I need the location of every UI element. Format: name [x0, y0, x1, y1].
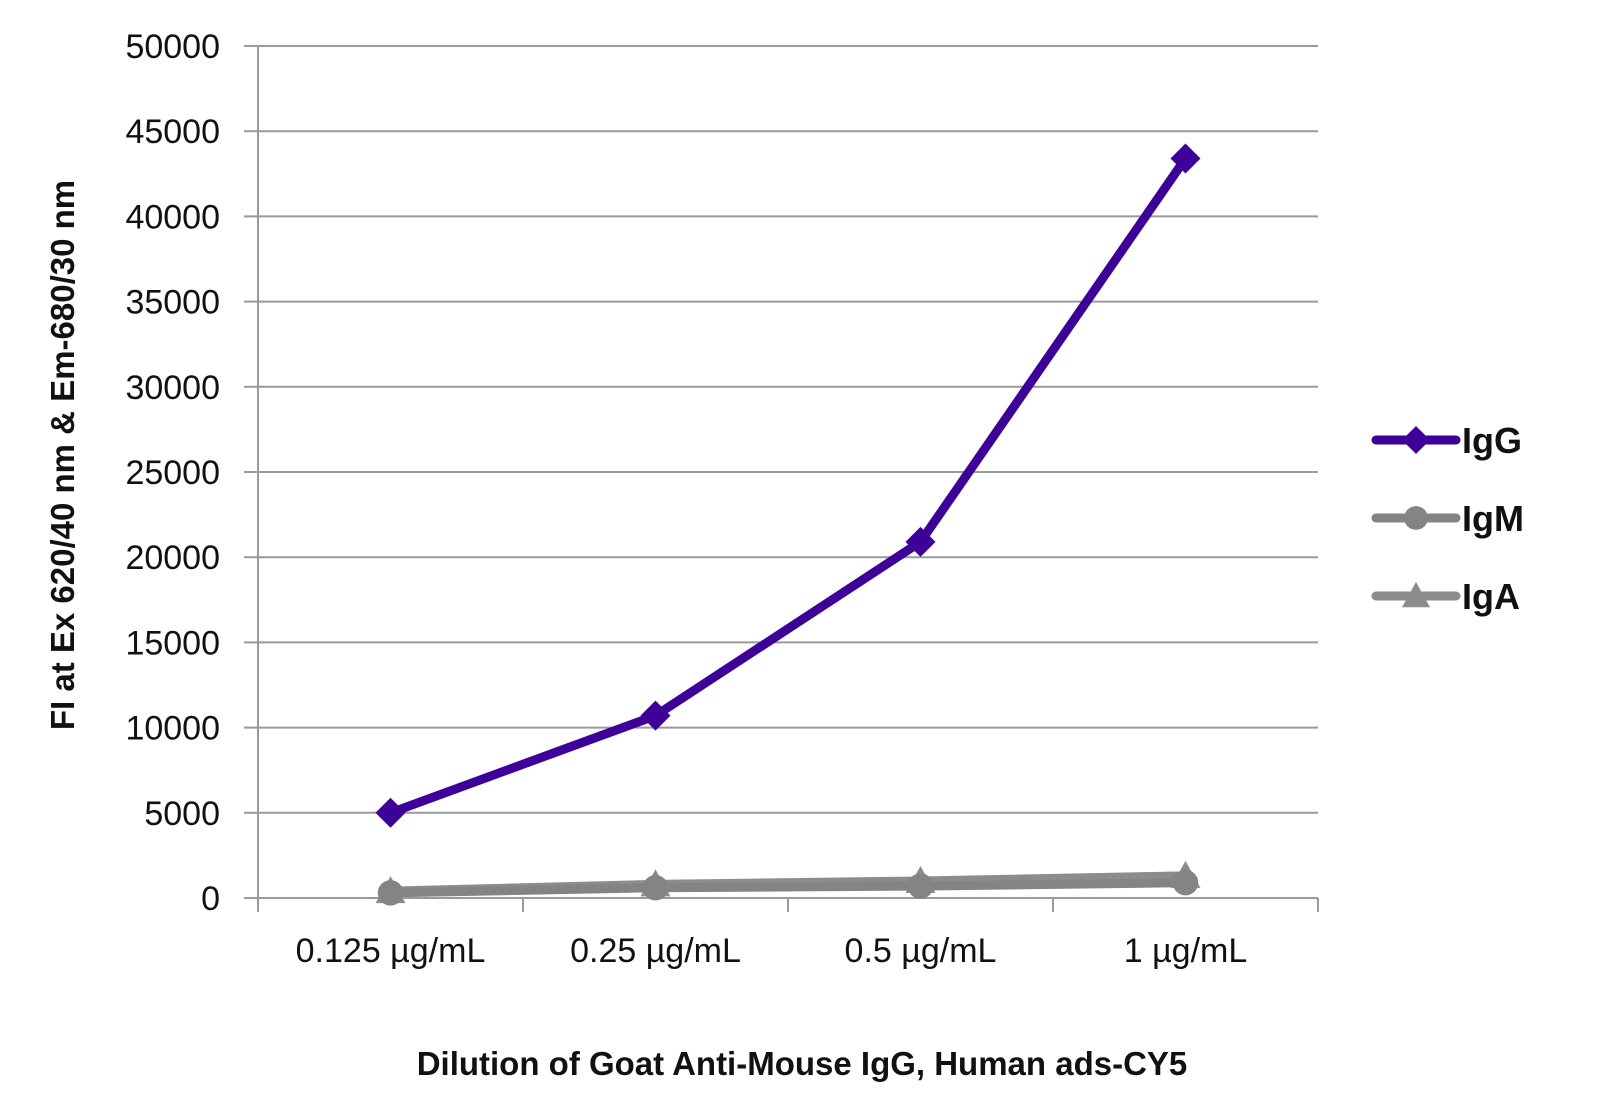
data-point-igm: [1172, 869, 1199, 896]
y-tick-label: 20000: [125, 539, 220, 577]
legend-item-igm: IgM: [1371, 498, 1524, 539]
y-tick-label: 45000: [125, 113, 220, 151]
y-tick-label: 15000: [125, 624, 220, 662]
data-point-igm: [907, 873, 934, 899]
series-group: [375, 143, 1201, 906]
data-point-igm: [642, 875, 669, 901]
series-igg: [375, 143, 1201, 828]
series-line-igm: [386, 878, 1190, 898]
axes: [244, 45, 1319, 912]
series-igm: [377, 869, 1199, 906]
legend-label: IgA: [1462, 576, 1520, 617]
gridlines: [258, 45, 1318, 814]
legend-item-iga: IgA: [1371, 576, 1520, 617]
data-point-igg: [905, 526, 936, 557]
legend: IgG IgM IgA: [1371, 420, 1524, 617]
y-tick-label: 40000: [125, 198, 220, 236]
data-point-igg: [1170, 143, 1201, 174]
x-tick-label: 0.125 µg/mL: [296, 932, 486, 970]
x-tick-labels: 0.125 µg/mL 0.25 µg/mL 0.5 µg/mL 1 µg/mL: [296, 932, 1248, 970]
data-point-igg: [375, 797, 406, 828]
x-tick-label: 0.25 µg/mL: [570, 932, 741, 970]
legend-marker: [1402, 426, 1430, 454]
data-point-igm: [377, 880, 404, 906]
legend-marker: [1404, 506, 1428, 530]
x-tick-label: 1 µg/mL: [1124, 932, 1248, 970]
y-tick-label: 10000: [125, 710, 220, 748]
y-tick-label: 35000: [125, 284, 220, 322]
y-tick-label: 30000: [125, 369, 220, 407]
legend-label: IgG: [1462, 420, 1522, 461]
y-tick-label: 25000: [125, 454, 220, 492]
series-line-igg: [386, 153, 1190, 818]
y-tick-labels: 0 5000 10000 15000 20000 25000 30000 35000 40000…: [125, 28, 220, 918]
x-tick-label: 0.5 µg/mL: [845, 932, 997, 970]
y-axis-title: FI at Ex 620/40 nm & Em-680/30 nm: [44, 180, 81, 730]
legend-item-igg: IgG: [1371, 420, 1522, 461]
data-point-igg: [640, 700, 671, 731]
y-tick-label: 5000: [144, 795, 220, 833]
y-tick-label: 50000: [125, 28, 220, 66]
legend-marker: [1402, 582, 1430, 608]
legend-label: IgM: [1462, 498, 1524, 539]
y-tick-label: 0: [201, 880, 220, 918]
x-axis-title: Dilution of Goat Anti-Mouse IgG, Human a…: [417, 1045, 1188, 1082]
